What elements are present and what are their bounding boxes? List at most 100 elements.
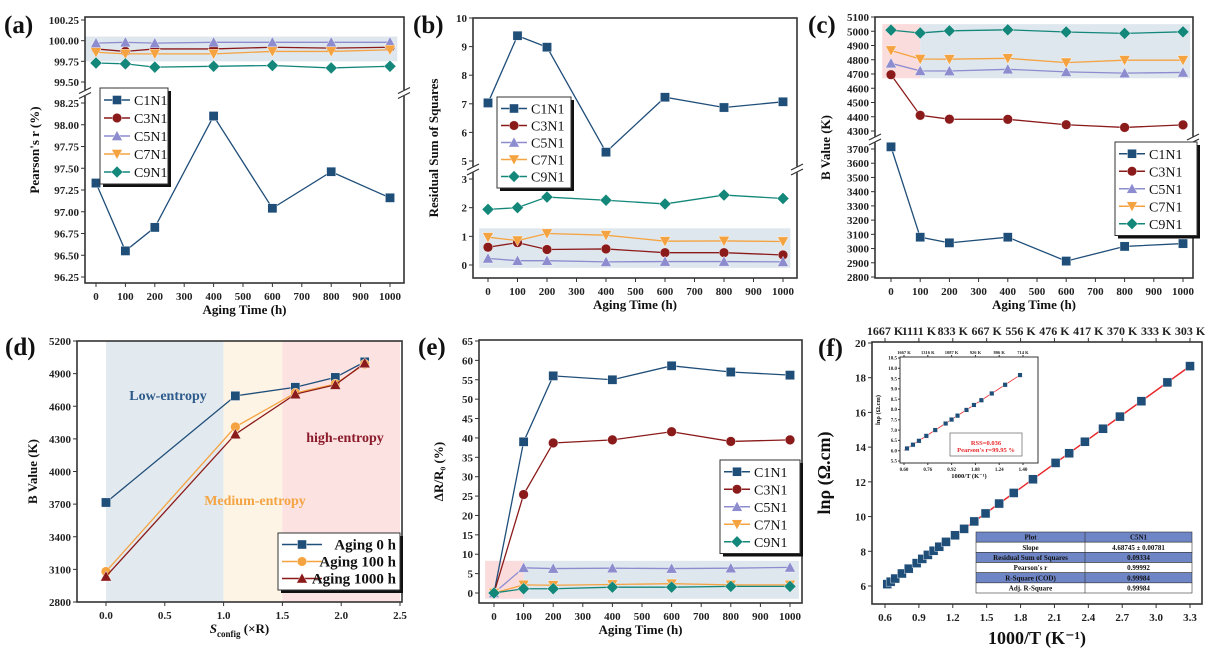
y-tick-label: 8.5: [891, 398, 898, 403]
data-point: [517, 582, 530, 595]
data-point: [959, 524, 969, 534]
data-point: [266, 46, 279, 58]
y-tick-label: 4600: [49, 401, 72, 413]
data-point: [659, 236, 671, 248]
top-x-tick-label: 303 K: [1175, 324, 1206, 338]
axis-break-mark: [78, 86, 92, 95]
data-point: [725, 436, 736, 447]
y-tick-label: 6.5: [891, 439, 898, 444]
y-tick-label: 15: [462, 530, 474, 542]
y-tick-label: 2: [462, 203, 468, 215]
data-point: [904, 563, 914, 574]
y-tick-label: 10.0: [888, 367, 897, 372]
legend-marker: [508, 154, 520, 166]
x-tick-label: 900: [745, 286, 762, 298]
x-tick-label: 600: [663, 611, 680, 623]
x-tick-label: 3.0: [1149, 612, 1163, 624]
y-tick-label: 2800: [49, 597, 72, 609]
x-tick-label: 1000: [1172, 286, 1195, 298]
legend: C1N1 C3N1 C5N1 C7N1 C9N1: [496, 96, 574, 191]
data-point: [1001, 53, 1014, 65]
x-tick-label: 600: [657, 286, 674, 298]
legend-marker: [110, 165, 124, 179]
chart-panel-3: 0 100 200 300 400 500 600 700 800 900 1000 2800 2900…: [808, 12, 1200, 312]
x-tick-label: 100: [509, 286, 526, 298]
data-point: [100, 570, 112, 582]
legend-label: C1N1: [754, 466, 787, 481]
data-point: [149, 222, 160, 233]
data-point: [913, 26, 927, 40]
x-tick-label: 800: [716, 286, 733, 298]
data-point: [1177, 66, 1189, 78]
legend-marker: [112, 95, 122, 105]
data-point: [482, 252, 494, 264]
data-point: [487, 586, 501, 600]
x-tick-label: 1.24: [995, 468, 1004, 473]
data-point: [542, 42, 552, 52]
legend: C1N1 C3N1 C5N1 C7N1 C9N1: [1114, 141, 1200, 239]
data-point: [1017, 372, 1023, 378]
table-row: [975, 562, 1193, 573]
shaded-region: [523, 560, 799, 599]
data-point: [547, 562, 560, 574]
legend-label: C5N1: [1149, 183, 1182, 198]
y-tick-label: 3400: [49, 532, 72, 544]
x-tick-label: 700: [1087, 286, 1104, 298]
data-point: [660, 92, 670, 103]
series-c9n1: [884, 23, 1190, 40]
y-tick-label: 0: [468, 588, 474, 600]
legend-item: C3N1: [1119, 165, 1182, 180]
data-point: [719, 102, 729, 113]
data-point: [1118, 27, 1131, 40]
data-point: [148, 37, 161, 48]
y-tick-label: 3: [462, 174, 468, 186]
data-point: [914, 64, 927, 76]
data-point: [512, 30, 523, 41]
y-tick-label: 18: [855, 373, 867, 385]
y-tick-label: 10: [456, 13, 468, 25]
y-tick-label: 60: [462, 355, 474, 367]
top-x-tick-label: 1087 K: [945, 350, 959, 355]
data-point: [994, 498, 1004, 509]
data-point: [978, 397, 984, 403]
y-tick-label: 14: [855, 442, 867, 454]
data-point: [1003, 232, 1013, 242]
y-tick-label: 98.00: [54, 120, 79, 132]
legend-item: C7N1: [104, 148, 167, 163]
x-tick-label: 1.2: [946, 612, 960, 624]
x-tick-label: 500: [627, 286, 644, 298]
data-point: [910, 442, 916, 448]
data-point: [659, 255, 671, 267]
legend-label: C7N1: [531, 154, 564, 169]
legend-label: C5N1: [754, 501, 787, 516]
y-tick-label: 100.25: [49, 15, 80, 27]
data-point: [91, 178, 101, 188]
data-point: [943, 421, 949, 427]
data-point: [606, 580, 619, 594]
x-tick-label: 1000: [779, 611, 802, 623]
data-point: [266, 59, 279, 72]
y-tick-label: 5100: [847, 12, 870, 24]
y-tick-label: 4900: [49, 369, 72, 381]
y-tick-label: 20: [462, 510, 474, 522]
y-tick-label: 3400: [847, 187, 870, 199]
x-tick-label: 1000: [379, 291, 402, 303]
legend-item: C9N1: [1119, 217, 1182, 233]
annotation-label: Low-entropy: [129, 389, 207, 404]
y-tick-label: 97.75: [54, 142, 79, 154]
y-tick-label: 5200: [49, 336, 72, 348]
data-point: [980, 508, 991, 519]
data-point: [665, 562, 678, 574]
legend-marker: [731, 519, 743, 531]
x-tick-label: 400: [1000, 286, 1017, 298]
series-c1n1: [886, 142, 1188, 266]
x-tick-label: 300: [575, 611, 592, 623]
x-tick-label: 600: [264, 291, 281, 303]
top-x-tick-label: 833 K: [938, 324, 969, 338]
legend-label: Aging 1000 h: [312, 572, 397, 588]
panel-label: (b): [413, 12, 444, 39]
x-tick-label: 0.6: [878, 612, 892, 624]
legend-item: Aging 100 h: [282, 555, 397, 571]
panel-label: (f): [818, 335, 843, 362]
legend-marker: [111, 149, 123, 160]
